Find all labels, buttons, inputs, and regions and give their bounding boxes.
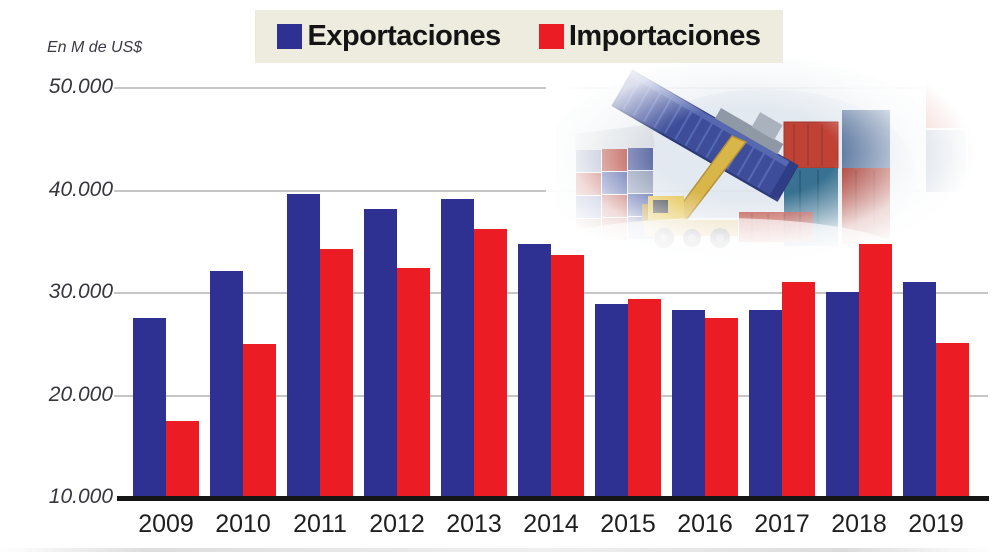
bar-importaciones-2012: [397, 268, 430, 498]
bar-importaciones-2011: [320, 248, 353, 498]
bar-exportaciones-2011: [287, 193, 320, 498]
x-tick-label-2014: 2014: [523, 510, 579, 538]
bar-importaciones-2013: [474, 229, 507, 498]
legend-label-exportaciones: Exportaciones: [307, 20, 501, 52]
x-tick-label-2018: 2018: [831, 510, 887, 538]
bar-importaciones-2015: [628, 299, 661, 498]
x-tick-label-2011: 2011: [293, 510, 347, 538]
x-tick-label-2019: 2019: [908, 510, 964, 538]
y-axis-unit-label: En M de US$: [47, 39, 143, 56]
x-tick-label-2010: 2010: [215, 510, 271, 538]
bar-exportaciones-2009: [133, 317, 166, 498]
bar-importaciones-2018: [859, 243, 892, 498]
bar-exportaciones-2010: [210, 271, 243, 498]
x-tick-label-2015: 2015: [600, 510, 656, 538]
photo-white-fade: [546, 44, 992, 276]
scan-edge-line: [0, 548, 992, 552]
y-tick-label-50000: 50.000: [48, 75, 113, 98]
bar-exportaciones-2018: [826, 291, 859, 498]
legend-item-exportaciones: Exportaciones: [277, 20, 501, 53]
bar-importaciones-2019: [936, 343, 969, 498]
y-tick-label-20000: 20.000: [48, 382, 113, 406]
bar-exportaciones-2016: [672, 310, 705, 498]
legend-item-importaciones: Importaciones: [538, 20, 761, 53]
bar-importaciones-2016: [705, 317, 738, 498]
bar-importaciones-2014: [551, 255, 584, 498]
bar-exportaciones-2013: [441, 198, 474, 498]
x-tick-label-2009: 2009: [138, 510, 194, 538]
bar-exportaciones-2012: [364, 208, 397, 498]
y-tick-label-30000: 30.000: [48, 280, 113, 303]
x-tick-label-2012: 2012: [369, 510, 425, 538]
x-axis-baseline: [117, 496, 989, 501]
y-tick-label-10000: 10.000: [48, 485, 113, 508]
bar-importaciones-2017: [782, 281, 815, 498]
bar-exportaciones-2014: [518, 243, 551, 498]
x-tick-label-2017: 2017: [754, 510, 810, 538]
x-tick-label-2013: 2013: [446, 510, 502, 538]
bar-exportaciones-2019: [903, 281, 936, 498]
bar-importaciones-2010: [243, 344, 276, 498]
bar-importaciones-2009: [166, 421, 199, 498]
chart-legend: Exportaciones Importaciones: [255, 10, 783, 63]
y-tick-label-40000: 40.000: [48, 177, 113, 201]
legend-swatch-exportaciones: [277, 24, 303, 49]
containers-photo: [546, 44, 992, 276]
x-tick-label-2016: 2016: [677, 510, 733, 538]
legend-label-importaciones: Importaciones: [568, 20, 761, 52]
bar-exportaciones-2015: [595, 304, 628, 498]
legend-swatch-importaciones: [538, 24, 564, 49]
bar-exportaciones-2017: [749, 310, 782, 498]
